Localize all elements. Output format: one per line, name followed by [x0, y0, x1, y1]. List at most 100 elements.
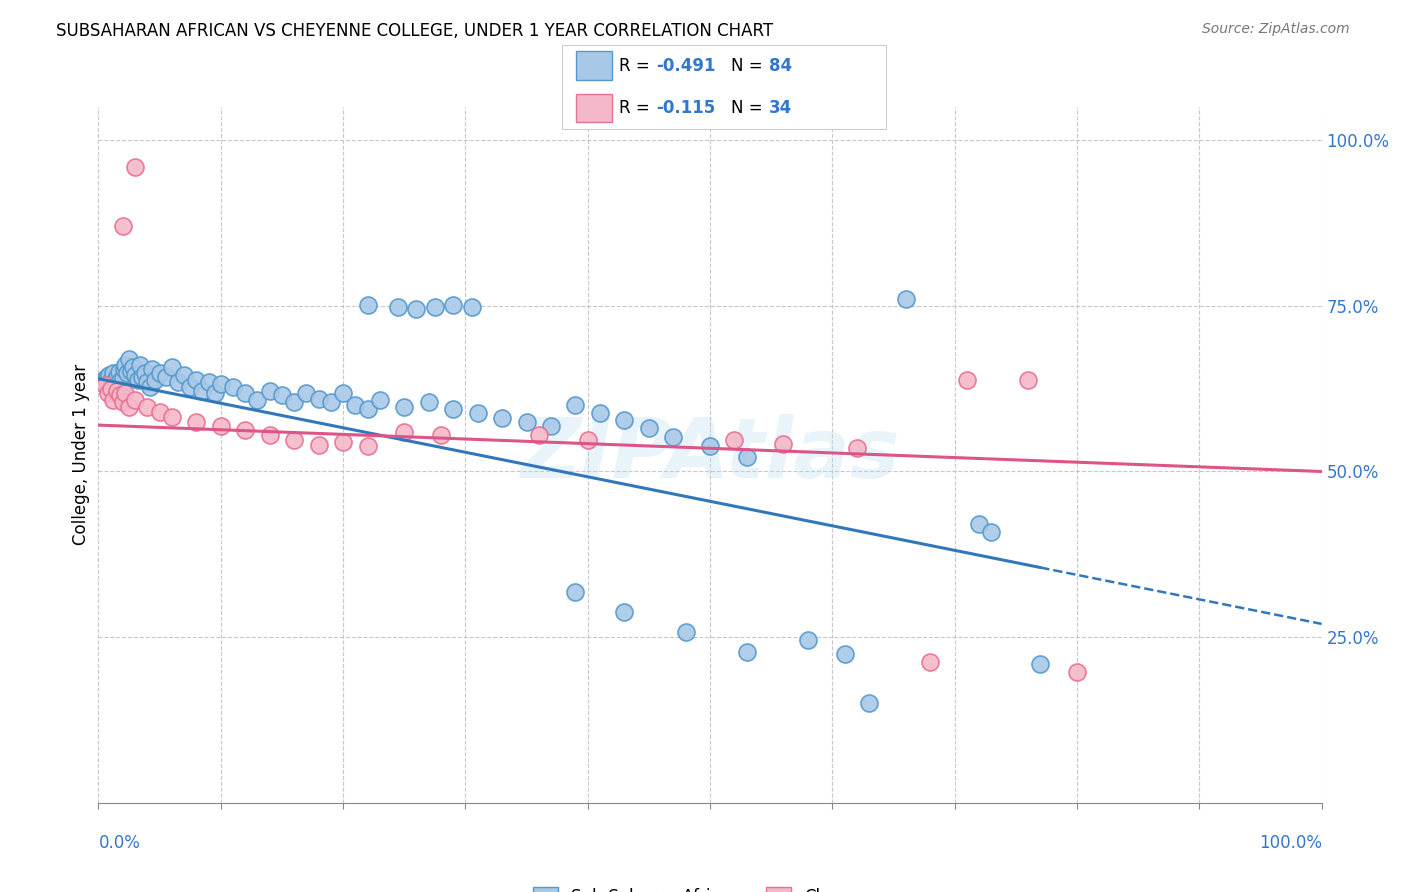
Point [387, 300, 409, 314]
Y-axis label: College, Under 1 year: College, Under 1 year [72, 364, 90, 546]
Point [108, 365, 131, 379]
Point [564, 398, 586, 412]
Point [94, 373, 117, 387]
Point [167, 375, 190, 389]
Point [222, 379, 245, 393]
Point [97, 378, 120, 392]
Point [114, 386, 136, 401]
Point [319, 395, 342, 409]
Point [111, 395, 134, 409]
Point [107, 379, 129, 393]
Point [115, 367, 138, 381]
Point [392, 425, 416, 439]
Point [105, 384, 128, 398]
Point [308, 392, 330, 406]
Point [134, 367, 156, 381]
Point [93, 378, 115, 392]
Text: 0.0%: 0.0% [98, 834, 141, 852]
Point [423, 300, 446, 314]
Point [637, 421, 661, 435]
Point [662, 430, 685, 444]
Point [772, 436, 794, 450]
Point [114, 359, 136, 373]
Point [204, 386, 226, 401]
Point [344, 398, 367, 412]
Point [460, 300, 482, 314]
Point [118, 400, 141, 414]
Point [96, 370, 118, 384]
Text: 84: 84 [769, 56, 792, 75]
Point [136, 375, 159, 389]
Point [920, 656, 942, 670]
Point [270, 388, 294, 402]
Point [110, 388, 132, 402]
Point [283, 433, 305, 447]
Point [332, 386, 354, 401]
Text: 34: 34 [769, 99, 793, 117]
Point [173, 368, 195, 383]
Point [105, 369, 128, 384]
Point [845, 442, 868, 456]
Text: ZIPAtlas: ZIPAtlas [520, 415, 900, 495]
Point [1029, 657, 1052, 671]
Point [100, 373, 122, 387]
Point [246, 392, 269, 407]
Point [233, 424, 256, 438]
Point [110, 374, 132, 388]
Point [308, 438, 330, 452]
Point [894, 292, 917, 306]
Point [191, 384, 214, 398]
Point [124, 368, 146, 383]
Point [392, 400, 416, 414]
Point [149, 405, 172, 419]
Text: N =: N = [731, 99, 768, 117]
Point [101, 367, 124, 381]
Point [430, 428, 453, 442]
Point [124, 160, 146, 174]
Point [112, 361, 135, 376]
Point [356, 439, 378, 453]
Point [155, 370, 177, 384]
Point [259, 428, 281, 442]
Point [143, 373, 166, 387]
Text: -0.115: -0.115 [657, 99, 716, 117]
Text: 100.0%: 100.0% [1258, 834, 1322, 852]
Point [179, 379, 201, 393]
Legend: Sub-Saharan Africans, Cheyenne: Sub-Saharan Africans, Cheyenne [526, 880, 894, 892]
Point [111, 382, 134, 396]
Text: Source: ZipAtlas.com: Source: ZipAtlas.com [1202, 22, 1350, 37]
Point [467, 406, 489, 420]
Point [101, 377, 124, 392]
Point [93, 372, 115, 386]
Point [368, 392, 391, 407]
Text: SUBSAHARAN AFRICAN VS CHEYENNE COLLEGE, UNDER 1 YEAR CORRELATION CHART: SUBSAHARAN AFRICAN VS CHEYENNE COLLEGE, … [56, 22, 773, 40]
Point [491, 411, 513, 425]
Point [735, 450, 758, 464]
Point [124, 392, 146, 407]
Point [515, 415, 537, 429]
Point [576, 433, 599, 447]
Point [405, 302, 427, 317]
Point [141, 361, 163, 376]
Point [858, 697, 880, 711]
Point [797, 633, 820, 648]
Point [441, 297, 464, 311]
Point [91, 375, 114, 389]
Point [131, 370, 153, 384]
Point [283, 395, 305, 409]
Point [735, 645, 758, 659]
Point [441, 401, 464, 416]
Point [103, 375, 125, 389]
Point [540, 419, 562, 434]
Point [1017, 373, 1039, 387]
Point [356, 401, 378, 416]
Point [295, 386, 318, 401]
Text: R =: R = [619, 56, 655, 75]
Point [613, 605, 636, 619]
Text: R =: R = [619, 99, 659, 117]
Point [139, 379, 162, 393]
Point [527, 428, 550, 442]
Point [418, 395, 440, 409]
Point [834, 647, 856, 661]
Point [233, 386, 256, 401]
